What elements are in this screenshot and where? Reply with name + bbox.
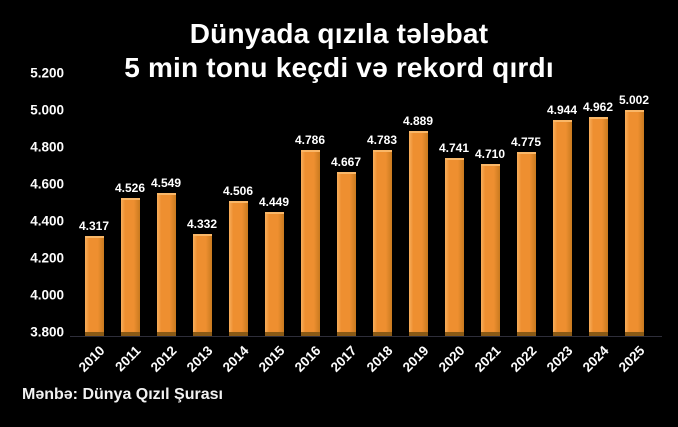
x-axis-label: 2018	[363, 343, 396, 375]
x-axis-label: 2012	[147, 343, 180, 375]
bar-value-label: 4.889	[402, 114, 434, 128]
x-axis-label: 2013	[183, 343, 216, 375]
x-axis-label: 2010	[75, 343, 108, 375]
bar-value-label: 4.783	[366, 133, 398, 147]
bar-2019	[408, 131, 428, 336]
bar-value-label: 4.786	[294, 133, 326, 147]
y-axis-tick-label: 4.000	[30, 287, 64, 303]
bar-2010	[84, 236, 104, 336]
y-axis-tick-label: 4.800	[30, 139, 64, 155]
bar-2021	[480, 164, 500, 336]
bar-2022	[516, 152, 536, 336]
bar-2020	[444, 158, 464, 336]
y-axis-tick-label: 3.800	[30, 324, 64, 340]
y-axis-tick-label: 4.200	[30, 250, 64, 266]
bar-2014	[228, 201, 248, 336]
bar-value-label: 5.002	[618, 93, 650, 107]
bar-2012	[156, 193, 176, 336]
bar-2017	[336, 172, 356, 336]
bar-value-label: 4.549	[150, 176, 182, 190]
x-axis-label: 2023	[543, 343, 576, 375]
x-axis-label: 2025	[615, 343, 648, 375]
x-axis-label: 2011	[112, 343, 144, 375]
bar-value-label: 4.526	[114, 181, 146, 195]
y-axis-tick-label: 4.400	[30, 213, 64, 229]
bar-2016	[300, 150, 320, 336]
bar-2015	[264, 212, 284, 336]
bar-value-label: 4.506	[222, 184, 254, 198]
chart-title-line2: 5 min tonu keçdi və rekord qırdı	[124, 52, 554, 83]
bar-value-label: 4.710	[474, 147, 506, 161]
x-axis-label: 2022	[507, 343, 540, 375]
chart-title: Dünyada qızıla tələbat 5 min tonu keçdi …	[0, 17, 678, 85]
x-axis-label: 2024	[579, 343, 612, 375]
bar-value-label: 4.667	[330, 155, 362, 169]
y-axis-tick-label: 4.600	[30, 176, 64, 192]
bar-2011	[120, 198, 140, 336]
x-axis-label: 2016	[291, 343, 324, 375]
chart-title-line1: Dünyada qızıla tələbat	[189, 18, 489, 49]
x-axis-label: 2021	[471, 343, 504, 375]
x-axis-label: 2014	[219, 343, 252, 375]
x-axis-line	[70, 336, 662, 337]
bar-value-label: 4.944	[546, 103, 578, 117]
bar-value-label: 4.449	[258, 195, 290, 209]
x-axis-label: 2015	[255, 343, 288, 375]
bar-value-label: 4.317	[78, 219, 110, 233]
source-label: Mənbə: Dünya Qızıl Şurası	[22, 386, 223, 403]
bar-value-label: 4.775	[510, 135, 542, 149]
x-axis-label: 2017	[327, 343, 360, 375]
y-axis-tick-label: 5.200	[30, 65, 64, 81]
bar-value-label: 4.332	[186, 217, 218, 231]
bar-2024	[588, 117, 608, 336]
bar-value-label: 4.962	[582, 100, 614, 114]
y-axis-tick-label: 5.000	[30, 102, 64, 118]
bar-2025	[624, 110, 644, 336]
bar-2013	[192, 234, 212, 336]
x-axis-label: 2020	[435, 343, 468, 375]
x-axis-label: 2019	[399, 343, 432, 375]
bar-2018	[372, 150, 392, 336]
bar-2023	[552, 120, 572, 336]
bar-value-label: 4.741	[438, 141, 470, 155]
